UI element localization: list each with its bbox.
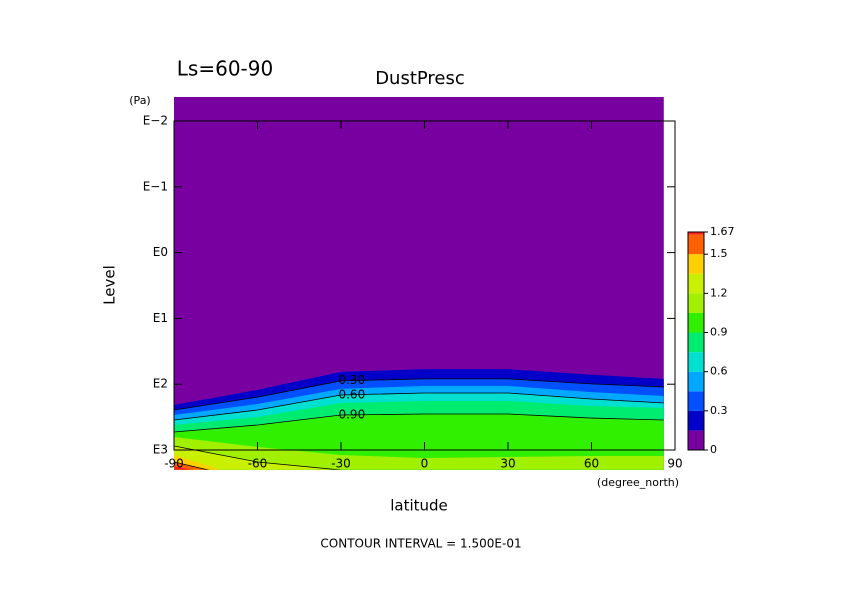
colorbar-swatch (688, 312, 704, 333)
x-tick-label: 0 (421, 457, 429, 471)
contour-line (174, 392, 664, 421)
colorbar-tick-label: 1.5 (710, 247, 728, 260)
colorbar-tick-label: 1.67 (710, 225, 735, 238)
contour-band (174, 466, 193, 470)
colorbar-tick-label: 0.3 (710, 404, 728, 417)
contour-field: 0.300.60 0.90 (174, 96, 664, 470)
colorbar-tick-label: 1.2 (710, 286, 728, 299)
footnote: CONTOUR INTERVAL = 1.500E-01 (320, 537, 521, 551)
colorbar-swatch (688, 293, 704, 313)
contour-label: 0.60 (338, 387, 365, 401)
colorbar-swatch (688, 371, 704, 392)
contour-label: 0.30 (338, 373, 365, 387)
x-tick-label: -30 (331, 457, 351, 471)
x-axis-label: latitude (390, 497, 448, 515)
colorbar-tick-label: 0.6 (710, 365, 728, 378)
x-tick-label: -60 (248, 457, 268, 471)
contour-band (174, 436, 664, 470)
y-tick-label: E0 (153, 245, 168, 259)
x-unit: (degree_north) (597, 476, 679, 489)
colorbar-swatch (688, 430, 704, 450)
colorbar-swatch (688, 352, 704, 372)
y-tick-label: E−1 (143, 179, 168, 193)
contour-line (174, 413, 664, 433)
x-tick-label: 60 (584, 457, 599, 471)
colorbar-swatch (688, 254, 704, 274)
colorbar-swatch (688, 234, 704, 255)
colorbar-swatch (688, 332, 704, 353)
x-tick-label: -90 (164, 457, 184, 471)
y-tick-label: E1 (153, 311, 168, 325)
contour-line (174, 378, 664, 411)
y-tick-label: E3 (153, 443, 168, 457)
colorbar-swatch (688, 391, 704, 411)
contour-line (174, 445, 343, 470)
contour-label: 0.90 (338, 407, 365, 421)
chart-title: DustPresc (375, 68, 465, 89)
y-unit: (Pa) (129, 94, 150, 107)
colorbar-swatch (688, 410, 704, 431)
x-tick-label: 30 (500, 457, 515, 471)
y-tick-label: E−2 (143, 114, 168, 128)
colorbar-frame (687, 231, 705, 451)
colorbar-swatch (688, 273, 704, 294)
colorbar-swatch (688, 232, 704, 235)
chart-subtitle: Ls=60-90 (177, 57, 273, 81)
colorbar-tick-label: 0.9 (710, 326, 728, 339)
colorbar-tick-label: 0 (710, 443, 717, 456)
contour-band (174, 445, 339, 470)
x-tick-label: 90 (667, 457, 682, 471)
y-axis-label: Level (101, 265, 119, 305)
y-tick-label: E2 (153, 377, 168, 391)
